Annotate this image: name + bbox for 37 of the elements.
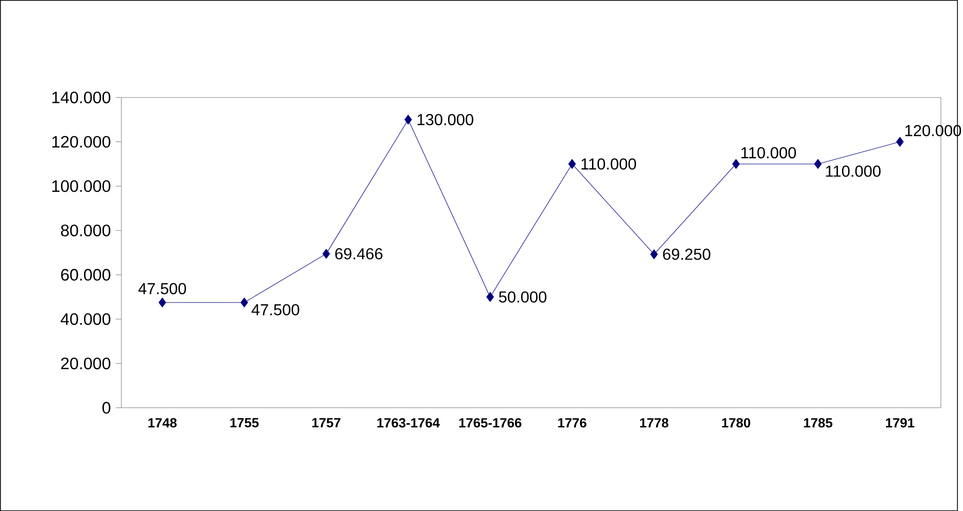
x-tick-label: 1748: [148, 418, 177, 428]
point: [404, 114, 412, 124]
point: [322, 248, 330, 259]
x-tick-label: 1780: [722, 418, 750, 428]
y-tick-label: 20.000: [61, 357, 110, 370]
point: [486, 292, 494, 302]
data-label: 130.000: [418, 114, 474, 126]
point: [158, 297, 166, 308]
x-tick-label: 1776: [558, 418, 586, 428]
point: [896, 136, 904, 147]
y-tick-label: 0: [102, 402, 110, 414]
x-tick-label: 1791: [886, 418, 914, 428]
data-label: 69.466: [335, 248, 382, 260]
y-tick-label: 80.000: [61, 224, 110, 236]
x-tick-label: 1755: [230, 418, 259, 428]
data-label: 110.000: [741, 147, 796, 158]
point: [568, 158, 576, 169]
x-tick-label: 1785: [804, 418, 832, 428]
point: [240, 297, 248, 308]
data-label: 47.500: [138, 282, 186, 294]
point: [650, 249, 658, 260]
y-tick-label: 60.000: [61, 268, 110, 281]
x-tick-label: 1763-1764: [377, 418, 440, 428]
y-tick-label: 140.000: [52, 92, 110, 104]
point: [814, 158, 822, 169]
point: [732, 158, 740, 169]
y-tick-label: 120.000: [52, 136, 110, 148]
data-label: 110.000: [826, 165, 881, 177]
data-label: 50.000: [499, 291, 546, 302]
data-label: 110.000: [582, 158, 636, 170]
data-label: 47.500: [252, 304, 300, 316]
y-tick-label: 40.000: [60, 313, 110, 325]
y-tick-label: 100.000: [52, 180, 110, 192]
x-tick-label: 1778: [640, 418, 668, 428]
x-tick-label: 1765-1766: [459, 418, 522, 428]
x-tick-label: 1757: [312, 418, 340, 428]
data-label: 69.250: [663, 248, 710, 260]
